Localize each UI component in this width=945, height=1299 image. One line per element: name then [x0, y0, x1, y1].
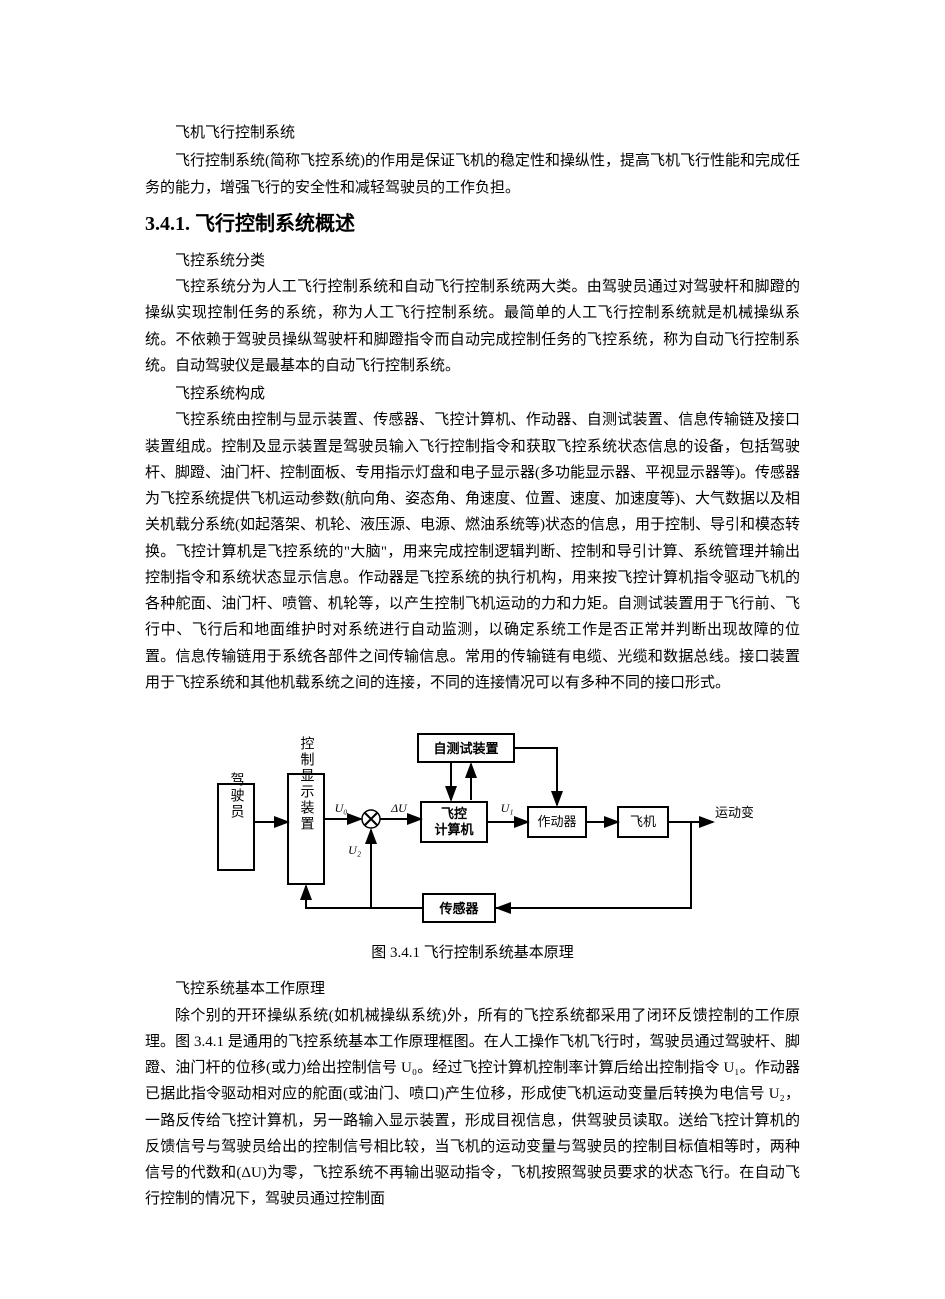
node-aircraft-label: 飞机: [629, 814, 655, 829]
intro-para: 飞行控制系统(简称飞控系统)的作用是保证飞机的稳定性和操纵性，提高飞机飞行性能和…: [145, 148, 800, 201]
figure-caption: 图 3.4.1 飞行控制系统基本原理: [371, 940, 574, 966]
label-u1: U₁: [500, 801, 513, 815]
node-pilot-label: 驾驶员: [228, 772, 244, 820]
label-u2: U₂: [348, 843, 361, 857]
label-out: 运动变量: [715, 805, 753, 820]
node-actuator-label: 作动器: [537, 814, 576, 829]
para-1: 飞控系统分为人工飞行控制系统和自动飞行控制系统两大类。由驾驶员通过对驾驶杆和脚蹬…: [145, 274, 800, 379]
para-2: 飞控系统由控制与显示装置、传感器、飞控计算机、作动器、自测试装置、信息传输链及接…: [145, 407, 800, 696]
subhead-2: 飞控系统构成: [145, 381, 800, 407]
node-selftest-label: 自测试装置: [433, 741, 498, 756]
subhead-1: 飞控系统分类: [145, 248, 800, 274]
label-u0: U₀: [334, 801, 347, 815]
flowchart-svg: 驾驶员 控制显示装置 自测试装置 飞控 计算机 作动器 飞机 传感器: [193, 714, 753, 934]
page-content: 飞机飞行控制系统 飞行控制系统(简称飞控系统)的作用是保证飞机的稳定性和操纵性，…: [145, 120, 800, 1213]
edge-fb-ctrl-line: [306, 886, 371, 908]
block-diagram: 驾驶员 控制显示装置 自测试装置 飞控 计算机 作动器 飞机 传感器: [145, 714, 800, 966]
edge-selftest-act: [514, 748, 557, 805]
para-3: 除个别的开环操纵系统(如机械操纵系统)外，所有的飞控系统都采用了闭环反馈控制的工…: [145, 1003, 800, 1213]
node-sensor-label: 传感器: [438, 901, 479, 916]
node-fcc-label2: 计算机: [434, 822, 473, 837]
doc-title: 飞机飞行控制系统: [145, 120, 800, 146]
section-heading: 3.4.1. 飞行控制系统概述: [145, 207, 800, 242]
subhead-3: 飞控系统基本工作原理: [145, 976, 800, 1002]
node-ctrl-label: 控制显示装置: [298, 736, 314, 832]
node-fcc-label1: 飞控: [440, 806, 466, 821]
edge-sensor-sum-line: [371, 834, 423, 908]
label-du: ΔU: [390, 801, 408, 815]
